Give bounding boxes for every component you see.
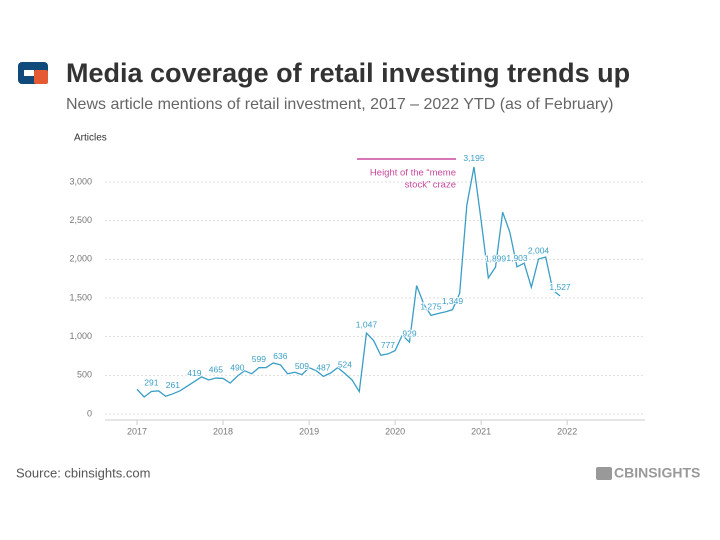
y-axis-label: Articles [74, 133, 107, 144]
data-label: 524 [338, 360, 352, 370]
x-tick-label: 2018 [213, 426, 233, 436]
data-label: 1,275 [420, 302, 442, 312]
annotation: Height of the “meme [370, 168, 456, 179]
data-label: 509 [295, 361, 309, 371]
y-tick-label: 1,500 [69, 292, 92, 302]
data-label: 599 [252, 354, 266, 364]
y-tick-label: 500 [77, 370, 92, 380]
y-tick-label: 1,000 [69, 331, 92, 341]
x-tick-label: 2019 [299, 426, 319, 436]
x-tick-label: 2022 [557, 426, 577, 436]
data-label: 777 [381, 340, 395, 350]
data-label: 490 [230, 362, 244, 372]
logo-icon [18, 62, 48, 84]
x-tick-label: 2017 [127, 426, 147, 436]
brand-icon [596, 467, 612, 480]
data-label: 419 [187, 368, 201, 378]
x-tick-label: 2020 [385, 426, 405, 436]
x-tick-label: 2021 [471, 426, 491, 436]
data-label: 3,195 [463, 153, 485, 163]
chart-subtitle: News article mentions of retail investme… [66, 96, 614, 113]
chart-title: Media coverage of retail investing trend… [66, 58, 630, 88]
annotation: stock” craze [405, 180, 456, 191]
source: Source: cbinsights.com [16, 465, 150, 480]
data-label: 1,047 [356, 319, 378, 329]
data-label: 1,349 [442, 296, 464, 306]
data-label: 2,004 [528, 245, 550, 255]
y-tick-label: 2,500 [69, 215, 92, 225]
y-tick-label: 2,000 [69, 254, 92, 264]
data-label: 1,527 [549, 282, 571, 292]
data-label: 291 [144, 378, 158, 388]
data-label: 1,903 [506, 253, 528, 263]
data-label: 465 [209, 364, 223, 374]
data-label: 636 [273, 351, 287, 361]
data-label: 929 [402, 328, 416, 338]
brand: CBINSIGHTS [614, 465, 700, 481]
y-tick-label: 0 [87, 408, 92, 418]
line [136, 166, 561, 398]
y-tick-label: 3,000 [69, 176, 92, 186]
data-label: 261 [166, 380, 180, 390]
data-label: 1,899 [485, 253, 507, 263]
data-label: 487 [316, 363, 330, 373]
